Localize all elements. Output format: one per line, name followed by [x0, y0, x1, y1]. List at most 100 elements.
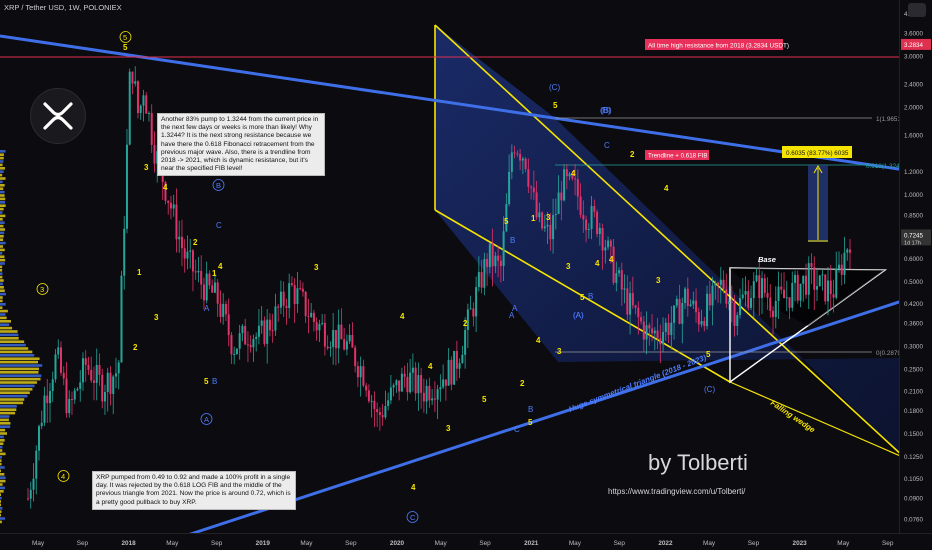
wave-label: 3: [314, 263, 319, 272]
candle-body: [574, 178, 576, 179]
volume-profile-bar: [0, 473, 4, 476]
candle-body: [420, 375, 422, 393]
volume-profile-bar: [0, 487, 5, 490]
candle-body: [833, 294, 835, 298]
volume-profile-bar: [0, 493, 1, 496]
wave-label: 1: [137, 268, 142, 277]
candle-body: [222, 304, 224, 317]
candle-body: [104, 392, 106, 401]
volume-profile-bar: [0, 272, 2, 275]
wave-label: 3: [144, 163, 149, 172]
candle-body: [310, 313, 312, 317]
volume-profile-bar: [0, 181, 3, 184]
y-tick-label: 2.0000: [904, 104, 923, 111]
volume-profile-bar: [0, 184, 5, 187]
volume-profile-bar: [0, 422, 10, 425]
wave-label: 5: [553, 101, 558, 110]
candle-body: [786, 297, 788, 298]
wave-label: 1: [212, 269, 217, 278]
volume-profile-bar: [0, 153, 4, 156]
volume-profile-bar: [0, 385, 35, 388]
volume-profile-bar: [0, 504, 1, 507]
volume-profile-bar: [0, 357, 40, 360]
candle-body: [481, 272, 483, 288]
candle-body: [541, 212, 543, 228]
x-tick-label: 2021: [524, 540, 539, 547]
volume-profile-bar: [0, 300, 3, 303]
candle-body: [178, 237, 180, 239]
candle-body: [761, 278, 763, 298]
candle-body: [54, 354, 56, 379]
candle-body: [123, 229, 125, 276]
candle-body: [398, 380, 400, 391]
wave-label: 3: [546, 213, 551, 222]
volume-profile-bar: [0, 204, 6, 207]
volume-profile-bar: [0, 497, 2, 500]
candle-body: [65, 378, 67, 413]
candle-body: [258, 326, 260, 337]
volume-profile-bar: [0, 347, 28, 350]
volume-profile-bar: [0, 374, 41, 377]
candle-body: [670, 323, 672, 335]
candle-body: [247, 344, 249, 345]
analysis-note-top: Another 83% pump to 1.3244 from the curr…: [157, 113, 325, 176]
candle-body: [327, 347, 329, 349]
candle-body: [687, 289, 689, 306]
volume-profile-bar: [0, 286, 4, 289]
wave-label: 5: [528, 418, 533, 427]
candle-body: [544, 226, 546, 228]
candle-body: [305, 292, 307, 316]
volume-profile-bar: [0, 306, 2, 309]
volume-profile-bar: [0, 330, 18, 333]
corrective-wave-label: (C): [549, 83, 560, 92]
candle-body: [775, 301, 777, 317]
x-tick-label: 2022: [658, 540, 673, 547]
candle-body: [731, 302, 733, 303]
candle-body: [346, 341, 348, 349]
y-tick-label: 0.3000: [904, 344, 923, 351]
candle-body: [151, 113, 153, 145]
volume-profile-bar: [0, 432, 7, 435]
y-tick-label: 0.2500: [904, 367, 923, 374]
volume-profile-bar: [0, 255, 4, 258]
candle-body: [316, 322, 318, 330]
price-tag-label: 3.2834: [904, 42, 923, 49]
candle-body: [805, 276, 807, 295]
volume-profile-bar: [0, 310, 8, 313]
candle-body: [566, 169, 568, 176]
candle-body: [236, 349, 238, 354]
candle-body: [437, 389, 439, 399]
wave-label: 4: [664, 184, 669, 193]
candle-body: [736, 315, 738, 326]
candle-body: [681, 303, 683, 324]
candle-body: [703, 321, 705, 326]
candle-body: [654, 331, 656, 334]
volume-profile-bar: [0, 453, 6, 456]
settings-button[interactable]: [908, 3, 926, 17]
candle-body: [195, 271, 197, 272]
candle-body: [426, 386, 428, 402]
candle-body: [186, 252, 188, 259]
candle-body: [217, 282, 219, 303]
candle-body: [27, 498, 29, 499]
candle-body: [434, 398, 436, 399]
circled-wave-label: 3: [40, 285, 44, 294]
candle-body: [536, 192, 538, 217]
candle-body: [230, 335, 232, 354]
candle-body: [428, 386, 430, 400]
candle-body: [145, 95, 147, 113]
candle-body: [849, 250, 851, 253]
x-tick-label: 2020: [390, 540, 405, 547]
volume-profile-bar: [0, 449, 2, 452]
candle-body: [483, 259, 485, 288]
candle-body: [824, 275, 826, 302]
candle-body: [335, 330, 337, 348]
candle-body: [701, 321, 703, 325]
candle-body: [368, 390, 370, 401]
candle-body: [558, 193, 560, 215]
wave-label: 5: [482, 395, 487, 404]
candle-body: [461, 355, 463, 363]
candle-body: [577, 179, 579, 196]
volume-profile-bar: [0, 235, 4, 238]
